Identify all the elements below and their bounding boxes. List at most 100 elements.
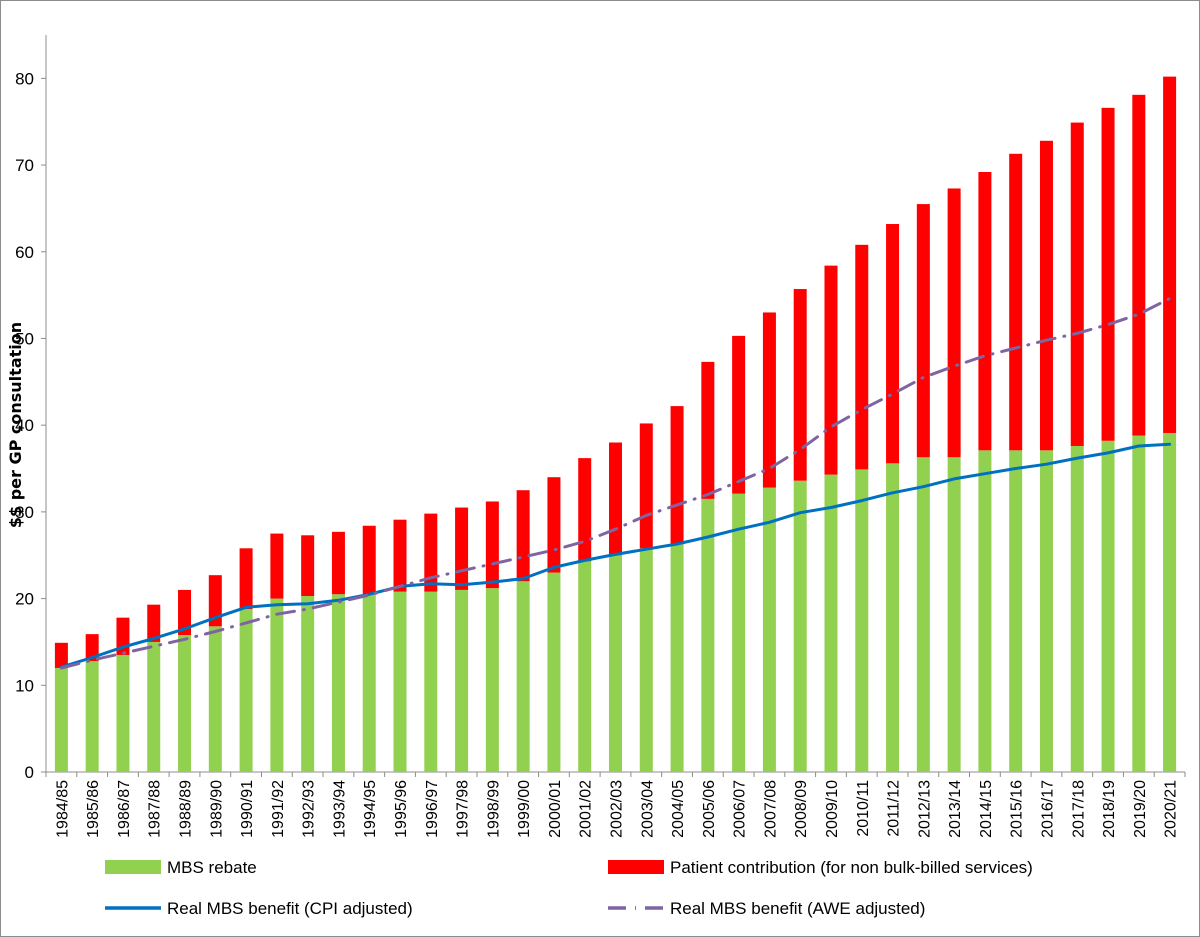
bar-mbs-rebate	[578, 561, 592, 772]
bar-patient-contribution	[424, 513, 438, 592]
legend-real-mbs-cpi: Real MBS benefit (CPI adjusted)	[105, 899, 413, 918]
bar-patient-contribution	[239, 548, 253, 609]
bar-mbs-rebate	[147, 641, 161, 772]
bar-mbs-rebate	[85, 661, 99, 772]
x-tick-label: 2019/20	[1132, 780, 1149, 838]
bar-patient-contribution	[886, 224, 900, 464]
x-tick-label: 2017/18	[1070, 780, 1087, 838]
x-tick-label: 1994/95	[362, 780, 379, 838]
x-tick-label: 1996/97	[424, 780, 441, 838]
x-tick-label: 2013/14	[947, 780, 964, 838]
y-axis-label: $$ per GP consultation	[6, 322, 25, 528]
bar-patient-contribution	[331, 531, 345, 595]
bar-mbs-rebate	[547, 572, 561, 772]
bar-mbs-rebate	[824, 474, 838, 772]
bar-mbs-rebate	[916, 457, 930, 772]
x-tick-label: 2020/21	[1163, 780, 1180, 838]
legend-mbs-rebate-label: MBS rebate	[167, 858, 257, 877]
x-tick-label: 2018/19	[1101, 780, 1118, 838]
bar-patient-contribution	[1132, 94, 1146, 436]
bar-mbs-rebate	[270, 598, 284, 772]
x-tick-label: 2016/17	[1040, 780, 1057, 838]
bar-patient-contribution	[485, 501, 499, 589]
bar-mbs-rebate	[1163, 432, 1177, 772]
bar-patient-contribution	[578, 458, 592, 562]
x-tick-label: 2008/09	[793, 780, 810, 838]
x-tick-label: 2009/10	[824, 780, 841, 838]
bar-mbs-rebate	[886, 463, 900, 772]
x-tick-label: 1992/93	[301, 780, 318, 838]
x-tick-label: 1990/91	[239, 780, 256, 838]
bar-patient-contribution	[270, 533, 284, 599]
bar-mbs-rebate	[362, 594, 376, 772]
x-tick-label: 2012/13	[916, 780, 933, 838]
bar-patient-contribution	[916, 204, 930, 458]
bar-mbs-rebate	[424, 591, 438, 772]
x-tick-label: 2000/01	[547, 780, 564, 838]
y-tick-label: 40	[15, 416, 34, 435]
bar-patient-contribution	[639, 423, 653, 549]
bar-patient-contribution	[362, 525, 376, 595]
y-tick-label: 80	[15, 69, 34, 88]
bar-patient-contribution	[54, 642, 68, 668]
legend-mbs-rebate: MBS rebate	[105, 858, 257, 877]
x-tick-label: 1986/87	[116, 780, 133, 838]
bar-mbs-rebate	[239, 608, 253, 772]
bar-mbs-rebate	[670, 543, 684, 772]
bar-patient-contribution	[1070, 122, 1084, 446]
bar-mbs-rebate	[331, 594, 345, 772]
bar-patient-contribution	[609, 442, 622, 556]
line-real-mbs-cpi	[59, 442, 1172, 669]
bar-patient-contribution	[762, 312, 776, 488]
y-tick-label: 70	[15, 156, 34, 175]
legend-patient-contribution-label: Patient contribution (for non bulk-bille…	[670, 858, 1033, 877]
y-tick-label: 50	[15, 329, 34, 348]
bar-patient-contribution	[208, 575, 222, 627]
y-tick-label: 0	[25, 763, 34, 782]
legend-mbs-rebate-swatch	[105, 860, 161, 874]
legend-patient-contribution-swatch	[608, 860, 664, 874]
y-tick-label: 60	[15, 243, 34, 262]
bar-mbs-rebate	[609, 555, 622, 772]
bar-mbs-rebate	[793, 480, 807, 772]
bar-mbs-rebate	[301, 595, 315, 772]
x-tick-label: 2005/06	[701, 780, 718, 838]
y-tick-label: 20	[15, 590, 34, 609]
bar-patient-contribution	[793, 289, 807, 481]
x-tick-label: 1984/85	[54, 780, 71, 838]
bar-mbs-rebate	[208, 626, 222, 772]
bar-patient-contribution	[978, 171, 992, 451]
x-tick-label: 2006/07	[732, 780, 749, 838]
bar-patient-contribution	[85, 634, 99, 662]
x-tick-label: 1993/94	[331, 780, 348, 838]
bar-mbs-rebate	[639, 548, 653, 772]
bar-mbs-rebate	[1009, 450, 1023, 772]
bar-patient-contribution	[670, 406, 684, 544]
x-tick-label: 1995/96	[393, 780, 410, 838]
legend-real-mbs-awe-label: Real MBS benefit (AWE adjusted)	[670, 899, 925, 918]
bar-patient-contribution	[701, 361, 715, 499]
bar-mbs-rebate	[701, 498, 715, 772]
bar-mbs-rebate	[393, 591, 407, 772]
x-tick-label: 2003/04	[639, 780, 656, 838]
bar-patient-contribution	[1039, 140, 1053, 451]
x-tick-label: 2002/03	[609, 780, 626, 838]
bar-patient-contribution	[178, 589, 192, 636]
x-tick-label: 2001/02	[578, 780, 595, 838]
x-tick-label: 1997/98	[455, 780, 472, 838]
x-tick-label: 1985/86	[85, 780, 102, 838]
x-tick-label: 2010/11	[855, 780, 872, 837]
bar-mbs-rebate	[516, 581, 530, 772]
bar-patient-contribution	[1009, 153, 1023, 451]
bar-mbs-rebate	[1101, 440, 1115, 772]
line-real-mbs-awe	[59, 297, 1172, 670]
bar-mbs-rebate	[485, 588, 499, 772]
x-tick-label: 2011/12	[886, 780, 903, 837]
bar-patient-contribution	[947, 188, 961, 458]
y-tick-label: 10	[15, 676, 34, 695]
bar-mbs-rebate	[762, 487, 776, 772]
x-tick-label: 2014/15	[978, 780, 995, 838]
legend-real-mbs-awe: Real MBS benefit (AWE adjusted)	[608, 899, 925, 918]
y-tick-label: 30	[15, 503, 34, 522]
